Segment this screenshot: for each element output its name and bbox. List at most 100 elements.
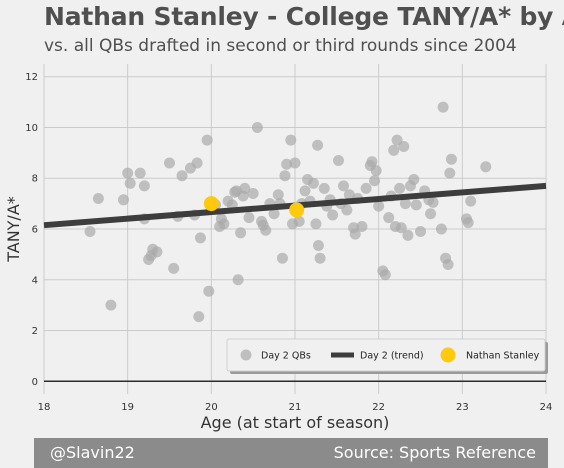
page-subtitle: vs. all QBs drafted in second or third r… bbox=[44, 36, 517, 56]
data-point bbox=[105, 299, 117, 311]
data-point bbox=[232, 274, 244, 286]
y-tick-label: 6 bbox=[32, 225, 38, 236]
legend-box bbox=[226, 338, 546, 372]
data-point bbox=[235, 227, 247, 239]
y-tick-label: 12 bbox=[25, 72, 38, 83]
legend-label: Nathan Stanley bbox=[466, 351, 540, 362]
data-point bbox=[191, 157, 203, 169]
y-axis-label: TANY/A* bbox=[4, 196, 23, 263]
y-tick-label: 10 bbox=[25, 123, 38, 134]
data-point bbox=[134, 167, 146, 179]
data-point bbox=[444, 167, 456, 179]
data-point bbox=[193, 311, 205, 323]
data-point bbox=[122, 167, 134, 179]
data-point bbox=[383, 212, 395, 224]
x-tick-label: 18 bbox=[38, 402, 51, 413]
data-point bbox=[366, 156, 378, 168]
data-point bbox=[341, 204, 353, 216]
data-point bbox=[138, 180, 150, 192]
highlight-point bbox=[203, 196, 219, 212]
y-tick-label: 8 bbox=[32, 174, 38, 185]
data-point bbox=[243, 212, 255, 224]
data-point bbox=[310, 218, 322, 230]
data-point bbox=[370, 165, 382, 177]
data-point bbox=[307, 177, 319, 189]
data-point bbox=[327, 209, 339, 221]
data-point bbox=[293, 215, 305, 227]
footer-author: @Slavin22 bbox=[50, 443, 135, 462]
x-axis-label: Age (at start of season) bbox=[201, 413, 390, 432]
data-point bbox=[445, 153, 457, 165]
legend-marker-highlight bbox=[440, 347, 456, 363]
data-point bbox=[425, 208, 437, 220]
data-point bbox=[272, 189, 284, 201]
data-point bbox=[356, 220, 368, 232]
data-point bbox=[435, 223, 447, 235]
data-point bbox=[145, 250, 157, 262]
data-point bbox=[176, 170, 188, 182]
y-tick-label: 2 bbox=[32, 326, 38, 337]
data-point bbox=[415, 226, 426, 238]
data-point bbox=[251, 121, 263, 133]
x-tick-label: 20 bbox=[205, 402, 218, 413]
data-point bbox=[285, 134, 297, 146]
data-point bbox=[427, 196, 439, 208]
data-points bbox=[43, 101, 547, 323]
legend-label: Day 2 QBs bbox=[261, 351, 311, 362]
data-point bbox=[124, 177, 136, 189]
data-point bbox=[338, 180, 350, 192]
data-point bbox=[480, 161, 492, 173]
data-point bbox=[92, 193, 104, 205]
legend-marker-scatter bbox=[240, 349, 252, 361]
page-title: Nathan Stanley - College TANY/A* by Age bbox=[44, 2, 564, 31]
x-tick-label: 23 bbox=[456, 402, 469, 413]
data-point bbox=[394, 182, 406, 194]
data-point bbox=[281, 158, 293, 170]
data-point bbox=[373, 200, 385, 212]
data-point bbox=[289, 157, 301, 169]
x-tick-label: 21 bbox=[289, 402, 302, 413]
data-point bbox=[312, 139, 324, 151]
data-point bbox=[408, 174, 420, 185]
y-tick-label: 4 bbox=[32, 275, 38, 286]
data-point bbox=[388, 144, 400, 156]
data-point bbox=[168, 262, 180, 274]
data-point bbox=[395, 222, 407, 234]
data-point bbox=[465, 195, 477, 207]
data-point bbox=[117, 194, 129, 206]
x-tick-label: 22 bbox=[372, 402, 385, 413]
data-point bbox=[442, 259, 454, 271]
data-point bbox=[268, 208, 280, 220]
data-point bbox=[312, 240, 324, 251]
data-point bbox=[398, 141, 410, 152]
data-point bbox=[462, 217, 474, 229]
data-point bbox=[437, 101, 449, 113]
data-point bbox=[368, 175, 380, 187]
highlight-point bbox=[289, 202, 305, 218]
data-point bbox=[299, 185, 311, 197]
data-point bbox=[279, 170, 291, 182]
x-tick-label: 19 bbox=[121, 402, 134, 413]
data-point bbox=[203, 285, 215, 297]
data-point bbox=[349, 228, 361, 240]
data-point bbox=[194, 232, 206, 244]
data-point bbox=[399, 198, 411, 210]
data-point bbox=[379, 269, 391, 281]
data-point bbox=[84, 226, 96, 238]
data-point bbox=[314, 252, 326, 264]
data-point bbox=[239, 182, 251, 194]
data-point bbox=[402, 229, 414, 241]
data-point bbox=[360, 182, 372, 194]
data-point bbox=[164, 157, 175, 169]
data-point bbox=[218, 218, 230, 230]
x-tick-label: 24 bbox=[540, 402, 553, 413]
data-point bbox=[201, 134, 213, 146]
y-tick-label: 0 bbox=[32, 377, 38, 388]
data-point bbox=[333, 154, 345, 166]
data-point bbox=[276, 252, 288, 264]
grid bbox=[43, 64, 547, 394]
data-point bbox=[260, 224, 272, 236]
data-point bbox=[318, 182, 330, 194]
